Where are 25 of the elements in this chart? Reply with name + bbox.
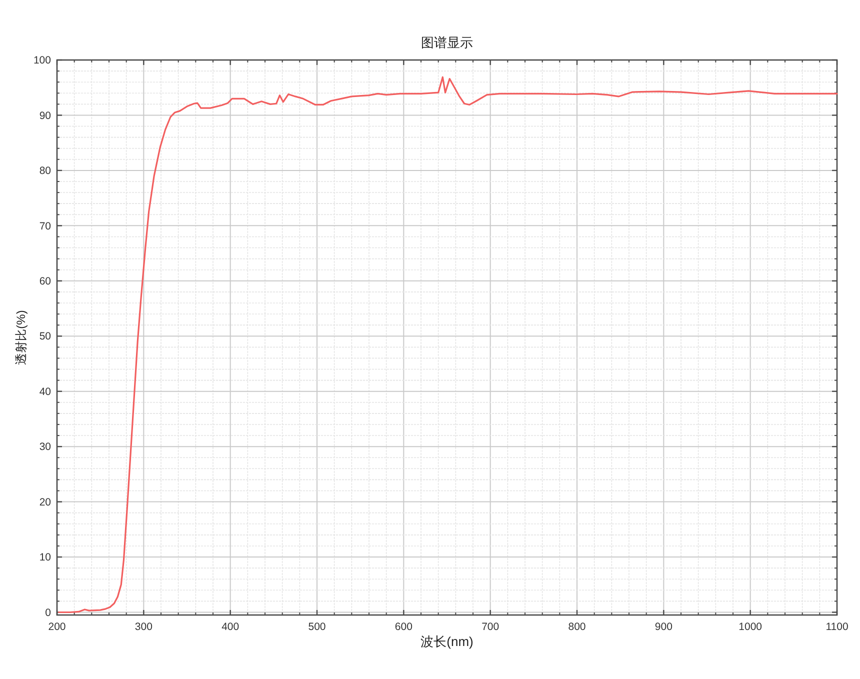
x-tick-label: 300 xyxy=(134,621,153,633)
y-tick-label: 100 xyxy=(33,54,52,67)
y-tick-label: 70 xyxy=(39,220,52,232)
y-axis-title: 透射比(%) xyxy=(14,310,28,365)
x-tick-label: 700 xyxy=(482,621,500,633)
y-tick-label: 30 xyxy=(39,441,52,454)
x-tick-label: 1000 xyxy=(738,621,762,633)
x-tick-label: 1100 xyxy=(826,621,848,633)
x-tick-label: 500 xyxy=(308,621,326,633)
chart-title: 图谱显示 xyxy=(421,35,473,50)
y-tick-label: 80 xyxy=(39,165,52,178)
line-series xyxy=(58,76,838,614)
y-tick-label: 90 xyxy=(39,110,52,122)
y-tick-label: 20 xyxy=(39,496,52,508)
x-tick-label: 900 xyxy=(654,621,673,633)
y-tick-label: 60 xyxy=(39,275,52,288)
x-tick-label: 200 xyxy=(48,621,66,633)
y-tick-label: 0 xyxy=(45,606,52,619)
x-tick-label: 800 xyxy=(568,621,586,633)
y-tick-label: 50 xyxy=(39,330,52,343)
x-tick-label: 400 xyxy=(222,621,240,633)
y-tick-label: 40 xyxy=(39,386,52,398)
x-axis-title: 波长(nm) xyxy=(420,634,474,649)
y-tick-label: 10 xyxy=(39,552,52,564)
x-tick-label: 600 xyxy=(394,621,413,633)
